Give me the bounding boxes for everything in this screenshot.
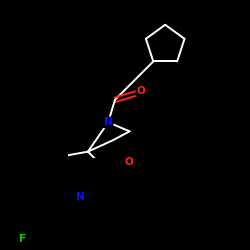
Text: N: N bbox=[76, 192, 84, 202]
Text: O: O bbox=[124, 157, 133, 167]
Text: O: O bbox=[136, 86, 145, 96]
Text: F: F bbox=[19, 234, 26, 244]
Text: N: N bbox=[104, 117, 112, 127]
